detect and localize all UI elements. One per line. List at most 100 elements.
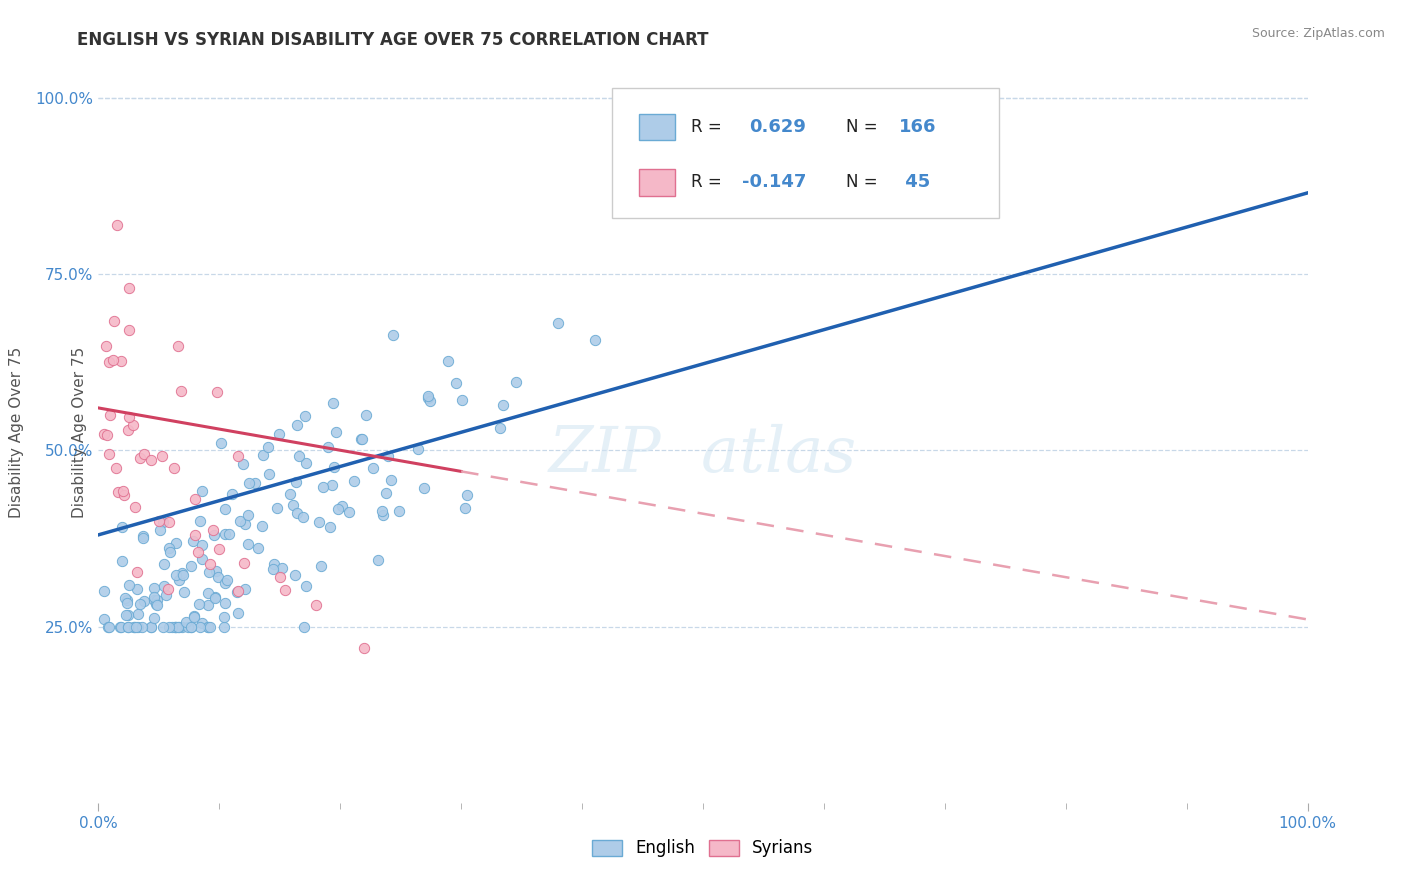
Point bbox=[152, 619, 174, 633]
Point bbox=[204, 591, 226, 605]
Point bbox=[238, 475, 260, 490]
Point bbox=[374, 485, 396, 500]
Point bbox=[236, 508, 259, 523]
Point bbox=[198, 619, 221, 633]
Point bbox=[166, 536, 188, 550]
Point bbox=[232, 556, 254, 570]
Point bbox=[367, 553, 389, 567]
Point bbox=[156, 582, 179, 597]
Text: -0.147: -0.147 bbox=[742, 173, 806, 192]
Point bbox=[233, 516, 256, 531]
Point bbox=[247, 541, 270, 555]
Point bbox=[98, 447, 121, 461]
Point bbox=[250, 519, 273, 533]
Y-axis label: Disability Age Over 75: Disability Age Over 75 bbox=[72, 347, 87, 518]
Point bbox=[308, 515, 330, 529]
Point bbox=[107, 484, 129, 499]
Point bbox=[172, 568, 194, 582]
Text: 166: 166 bbox=[898, 118, 936, 136]
Point bbox=[146, 599, 169, 613]
Point bbox=[108, 619, 131, 633]
Point bbox=[388, 504, 411, 518]
Point bbox=[218, 527, 240, 541]
Point bbox=[132, 447, 155, 461]
Point bbox=[170, 619, 193, 633]
Point bbox=[285, 417, 308, 432]
Point bbox=[454, 501, 477, 516]
Point bbox=[114, 591, 136, 605]
Text: ZIP  atlas: ZIP atlas bbox=[548, 424, 858, 485]
Point bbox=[325, 425, 347, 439]
Point bbox=[207, 570, 229, 584]
Text: Source: ZipAtlas.com: Source: ZipAtlas.com bbox=[1251, 27, 1385, 40]
Point bbox=[180, 619, 202, 633]
Point bbox=[153, 579, 176, 593]
Point bbox=[142, 581, 165, 595]
Point bbox=[118, 281, 141, 295]
Point bbox=[243, 475, 266, 490]
Point bbox=[198, 565, 221, 579]
Point bbox=[176, 619, 198, 633]
Point bbox=[188, 619, 211, 633]
Point bbox=[162, 619, 184, 633]
Point bbox=[127, 582, 149, 596]
Point bbox=[190, 615, 212, 630]
Point bbox=[295, 456, 318, 470]
Point bbox=[200, 557, 222, 571]
Point bbox=[180, 559, 202, 574]
Point bbox=[271, 561, 294, 575]
Point bbox=[184, 491, 207, 506]
Point bbox=[142, 593, 165, 607]
Text: R =: R = bbox=[690, 173, 727, 192]
Point bbox=[150, 449, 173, 463]
Point bbox=[93, 426, 115, 441]
Point bbox=[176, 615, 198, 630]
Point bbox=[112, 488, 135, 502]
Point bbox=[157, 619, 180, 633]
Point bbox=[146, 593, 169, 607]
Point bbox=[165, 568, 187, 582]
Point bbox=[101, 353, 124, 368]
Point bbox=[169, 619, 191, 633]
Point bbox=[117, 593, 139, 607]
Point bbox=[122, 619, 145, 633]
Point bbox=[226, 449, 249, 463]
Point bbox=[547, 316, 569, 330]
Point bbox=[117, 423, 139, 437]
Point bbox=[188, 515, 211, 529]
Point bbox=[114, 608, 136, 623]
Point bbox=[110, 619, 132, 633]
Point bbox=[450, 392, 472, 407]
Point bbox=[155, 588, 177, 602]
Point bbox=[323, 460, 346, 475]
Point bbox=[121, 418, 143, 433]
Point bbox=[163, 461, 186, 475]
Point bbox=[197, 598, 219, 612]
Point bbox=[163, 619, 186, 633]
Point bbox=[104, 461, 127, 475]
Point bbox=[117, 619, 139, 633]
Point bbox=[363, 461, 385, 475]
Point bbox=[124, 500, 146, 514]
Point bbox=[377, 449, 399, 463]
Point bbox=[274, 583, 297, 598]
Point bbox=[96, 428, 118, 442]
Point bbox=[197, 586, 219, 600]
Point bbox=[337, 505, 360, 519]
Point bbox=[184, 528, 207, 542]
Point bbox=[444, 376, 467, 391]
Point bbox=[419, 394, 441, 409]
Point bbox=[221, 487, 243, 501]
Point bbox=[97, 354, 120, 368]
Text: N =: N = bbox=[845, 118, 883, 136]
Point bbox=[167, 619, 190, 633]
FancyBboxPatch shape bbox=[613, 88, 1000, 218]
Point bbox=[305, 599, 328, 613]
Point bbox=[215, 573, 238, 587]
Point bbox=[252, 449, 274, 463]
Point bbox=[142, 611, 165, 625]
Point bbox=[326, 502, 349, 516]
Point bbox=[180, 619, 202, 633]
Point bbox=[214, 596, 236, 610]
Point bbox=[294, 409, 316, 423]
